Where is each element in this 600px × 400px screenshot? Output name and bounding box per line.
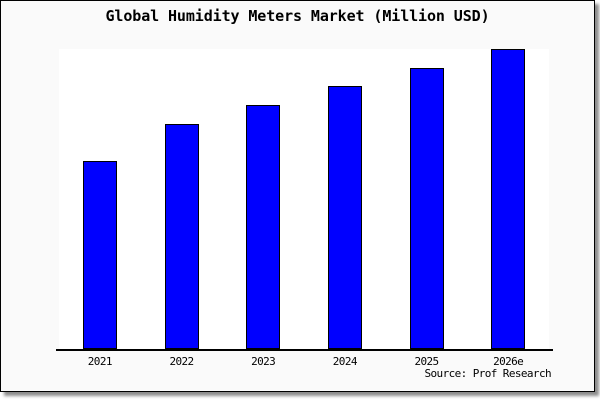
chart-title: Global Humidity Meters Market (Million U… [105, 7, 490, 25]
bar-2023 [246, 104, 281, 349]
x-axis-label-2021: 2021 [87, 355, 113, 368]
x-axis-label-2023: 2023 [251, 355, 276, 368]
bar-2021 [82, 160, 117, 349]
x-axis-labels: 2021 2022 2023 2024 2025 2026e [1, 353, 594, 369]
x-axis-label-2025: 2025 [414, 355, 439, 368]
x-axis-label-2024: 2024 [332, 355, 358, 368]
chart-card: Global Humidity Meters Market (Million U… [0, 0, 595, 392]
bar-2025 [409, 67, 444, 349]
source-label: Source: Prof Research [424, 367, 552, 380]
bar-2022 [164, 123, 199, 349]
x-axis-label-2026e: 2026e [493, 355, 524, 368]
x-axis-label-2022: 2022 [169, 355, 194, 368]
plot-area [59, 49, 549, 349]
bar-2026e [491, 49, 526, 349]
x-axis-line [56, 349, 553, 351]
bar-2024 [327, 85, 362, 349]
